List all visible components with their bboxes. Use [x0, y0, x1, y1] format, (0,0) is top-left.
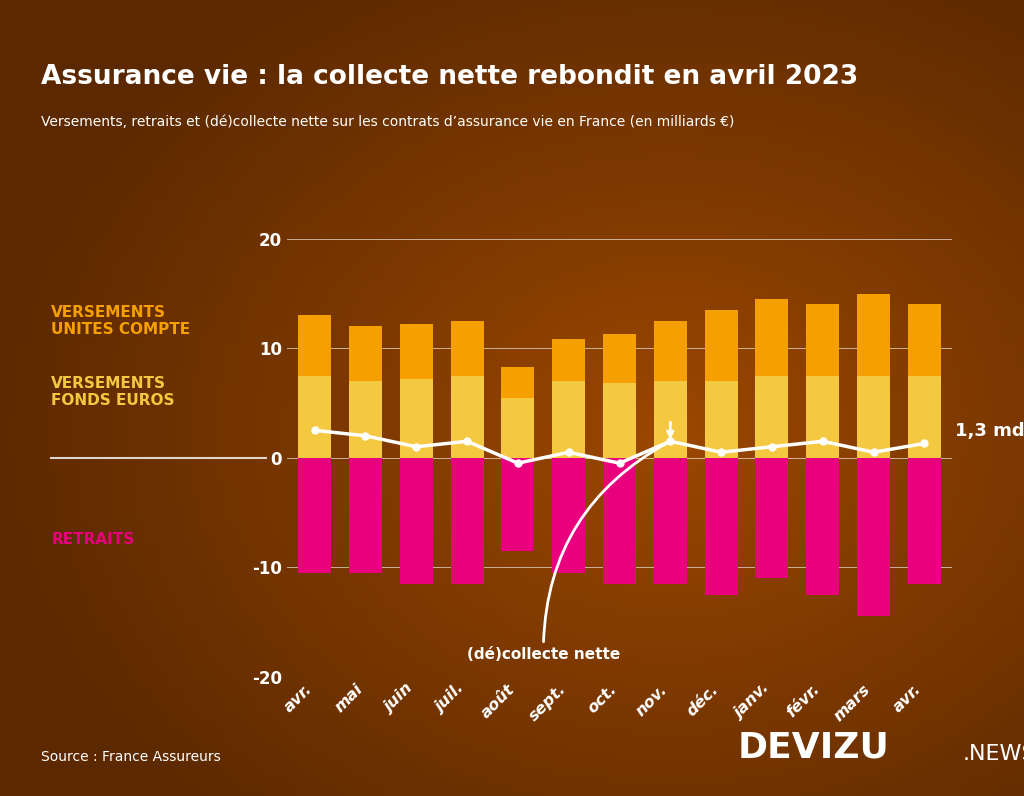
- Bar: [552, 381, 586, 458]
- Bar: [806, 304, 840, 376]
- Bar: [908, 304, 941, 376]
- Bar: [653, 458, 687, 583]
- Bar: [451, 321, 483, 376]
- Bar: [705, 381, 737, 458]
- Bar: [756, 299, 788, 376]
- Bar: [399, 324, 433, 379]
- Bar: [349, 381, 382, 458]
- Bar: [298, 376, 331, 458]
- Text: .NEWS: .NEWS: [963, 744, 1024, 764]
- Bar: [857, 376, 890, 458]
- Bar: [705, 458, 737, 595]
- Text: RETRAITS: RETRAITS: [51, 533, 134, 548]
- Bar: [603, 384, 636, 458]
- Bar: [502, 397, 535, 458]
- Text: VERSEMENTS
UNITES COMPTE: VERSEMENTS UNITES COMPTE: [51, 305, 190, 337]
- Text: 1,3 md€: 1,3 md€: [954, 422, 1024, 440]
- Text: VERSEMENTS
FONDS EUROS: VERSEMENTS FONDS EUROS: [51, 376, 175, 408]
- Bar: [603, 458, 636, 583]
- Bar: [756, 458, 788, 578]
- Bar: [399, 458, 433, 583]
- Bar: [552, 458, 586, 572]
- Bar: [705, 310, 737, 381]
- Bar: [806, 376, 840, 458]
- Bar: [908, 458, 941, 583]
- Bar: [857, 294, 890, 376]
- Bar: [806, 458, 840, 595]
- Bar: [502, 367, 535, 397]
- Bar: [653, 321, 687, 381]
- Bar: [502, 458, 535, 551]
- Bar: [908, 376, 941, 458]
- Bar: [756, 376, 788, 458]
- Text: Source : France Assureurs: Source : France Assureurs: [41, 750, 221, 764]
- Bar: [298, 458, 331, 572]
- Bar: [653, 381, 687, 458]
- Bar: [857, 458, 890, 616]
- Bar: [451, 376, 483, 458]
- Bar: [399, 379, 433, 458]
- Text: Assurance vie : la collecte nette rebondit en avril 2023: Assurance vie : la collecte nette rebond…: [41, 64, 858, 90]
- Bar: [298, 315, 331, 376]
- Bar: [349, 326, 382, 381]
- Bar: [603, 334, 636, 384]
- Text: (dé)collecte nette: (dé)collecte nette: [467, 443, 668, 662]
- Text: DEVIZU: DEVIZU: [737, 730, 889, 764]
- Bar: [552, 339, 586, 381]
- Bar: [451, 458, 483, 583]
- Text: Versements, retraits et (dé)collecte nette sur les contrats d’assurance vie en F: Versements, retraits et (dé)collecte net…: [41, 115, 734, 130]
- Bar: [349, 458, 382, 572]
